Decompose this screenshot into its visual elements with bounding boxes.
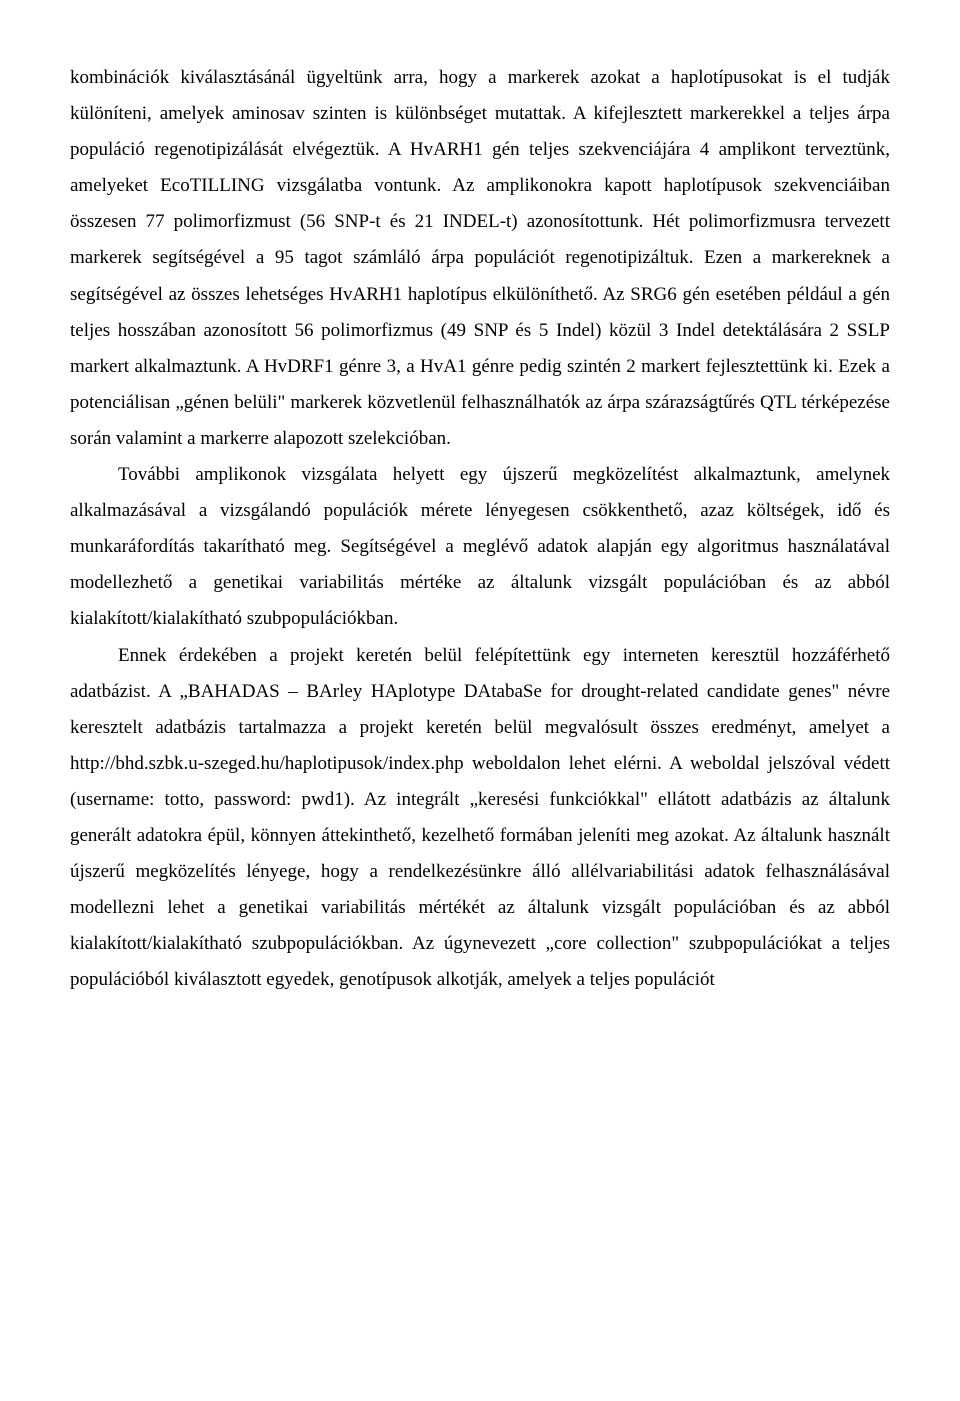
paragraph-3: Ennek érdekében a projekt keretén belül … (70, 638, 890, 999)
paragraph-2: További amplikonok vizsgálata helyett eg… (70, 457, 890, 637)
paragraph-1: kombinációk kiválasztásánál ügyeltünk ar… (70, 60, 890, 457)
